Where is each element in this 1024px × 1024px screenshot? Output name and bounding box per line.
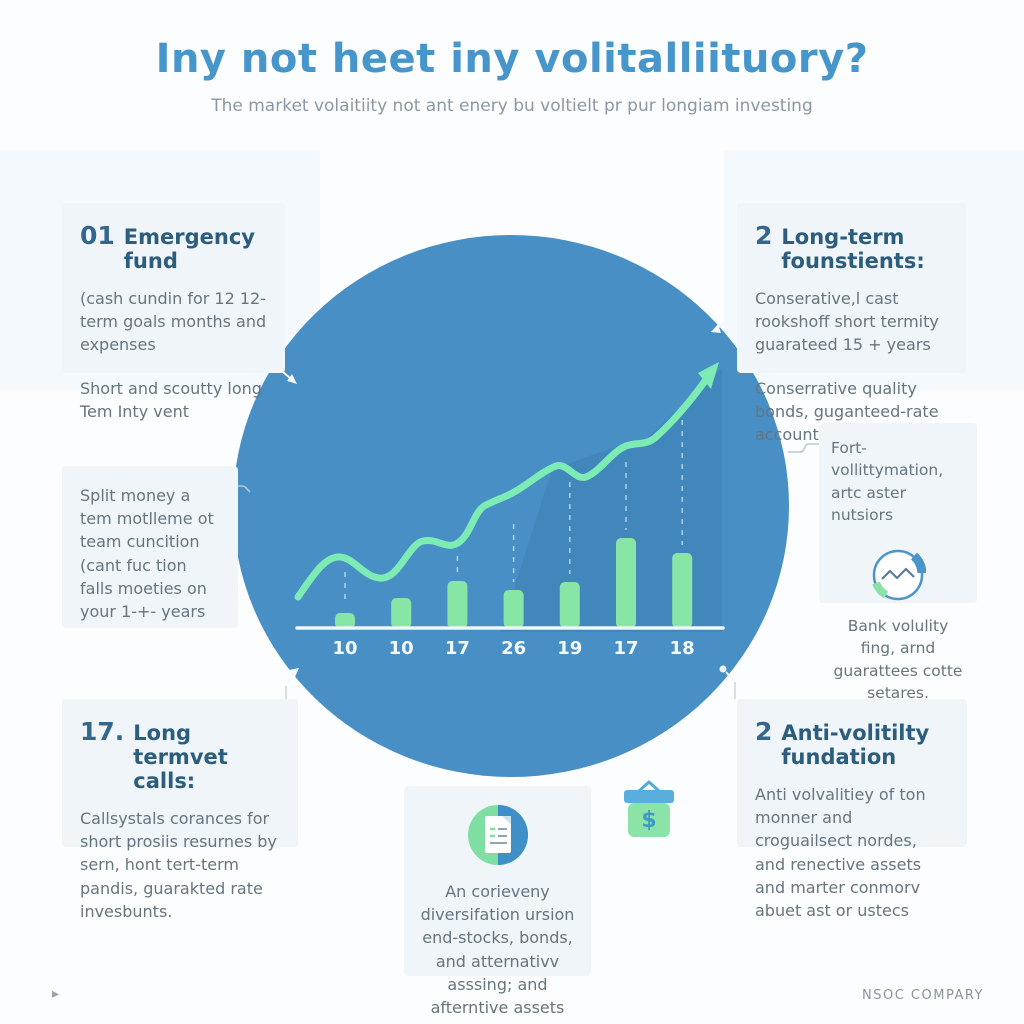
money-bag-icon: $ — [610, 778, 688, 848]
dollar-sign: $ — [641, 808, 656, 833]
dot-bottom-right — [719, 665, 727, 673]
x-axis-labels: 10 10 17 26 19 17 18 — [332, 638, 694, 659]
line-bottom-right — [725, 671, 734, 681]
x-tick-label: 18 — [670, 638, 695, 659]
bar-series — [335, 538, 693, 628]
box-volatility-note: Fort-vollittymation, artc aster nutsiors… — [819, 423, 977, 702]
document-icon — [414, 802, 581, 868]
box-emergency-fund: 01 Emergency fund (cash cundin for 12 12… — [62, 203, 285, 421]
box-heading: 2 Long-term founstients: — [755, 221, 948, 273]
connector-mid-right — [788, 443, 824, 453]
box-anti-volitilty-fundation: 2 Anti-volitilty fundation Anti volvalit… — [737, 699, 967, 920]
trend-area-fill — [500, 368, 722, 632]
company-name: NSOC COMPARY — [862, 988, 984, 1003]
step-number: 17. — [80, 717, 125, 746]
page-subtitle: The market volaitiity not ant enery bu v… — [211, 96, 813, 116]
box-connectors — [220, 443, 824, 493]
x-tick-label: 17 — [445, 638, 470, 659]
step-number: 2 — [755, 221, 773, 250]
box-heading: 2 Anti-volitilty fundation — [755, 717, 949, 769]
box-diversification: An corieveny diversifation ursion end-st… — [404, 786, 591, 1017]
box-long-term-founstients: 2 Long-term founstients: Conserative,l c… — [737, 203, 966, 444]
bar — [447, 581, 468, 628]
body-text: Split money a tem motlleme ot team cunci… — [80, 486, 214, 621]
heading-text: Emergency fund — [123, 225, 255, 273]
step-number: 01 — [80, 221, 115, 250]
arrow-top-right-head — [711, 324, 721, 333]
body-text: Conserrative quality bonds, guganteed-ra… — [755, 378, 939, 444]
x-tick-label: 10 — [389, 638, 414, 659]
box-heading: 17. Long termvet calls: — [80, 717, 280, 793]
heading-text: Anti-volitilty fundation — [781, 721, 930, 769]
cursor-glyph: ▸ — [52, 986, 60, 1002]
body-text: Bank volulity fing, arnd guarattees cott… — [833, 616, 963, 703]
bar — [672, 553, 693, 628]
bar — [335, 613, 355, 628]
body-text: Short and scoutty long Tem Inty vent — [80, 378, 262, 421]
trend-line — [294, 370, 714, 601]
bar — [503, 590, 524, 628]
x-tick-label: 17 — [613, 638, 638, 659]
body-text: (cash cundin for 12 12-term goals months… — [80, 289, 267, 355]
arrow-bottom-left-head — [289, 668, 299, 677]
dashed-droplines — [344, 420, 683, 605]
connector-mid-left — [220, 485, 251, 493]
body-text: Conserative,l cast rookshoff short termi… — [755, 289, 939, 355]
body-text: An corieveny diversifation ursion end-st… — [420, 882, 575, 1017]
header: Iny not heet iny volitalliituory? The ma… — [0, 36, 1024, 116]
box-split-money: Split money a tem motlleme ot team cunci… — [62, 466, 238, 628]
x-tick-label: 19 — [557, 638, 582, 659]
arrow-top-left-head — [287, 374, 297, 384]
heading-text: Long-term founstients: — [781, 225, 925, 273]
body-text: Anti volvalitiey of ton monner and crogu… — [755, 785, 926, 920]
heading-text: Long termvet calls: — [133, 721, 228, 793]
page-title: Iny not heet iny volitalliituory? — [155, 36, 869, 82]
trend-arrow-head — [698, 362, 719, 389]
x-tick-label: 26 — [501, 638, 526, 659]
body-text: Fort-vollittymation, artc aster nutsiors — [831, 439, 944, 525]
volatility-chart-icon — [831, 547, 965, 603]
x-tick-label: 10 — [332, 638, 357, 659]
body-text: Callsystals corances for short prosiis r… — [80, 809, 277, 921]
box-heading: 01 Emergency fund — [80, 221, 267, 273]
big-circle — [233, 235, 789, 777]
bar — [616, 538, 636, 628]
bar — [391, 598, 412, 628]
box-long-termvet-calls: 17. Long termvet calls: Callsystals cora… — [62, 699, 298, 921]
bar — [559, 582, 580, 628]
step-number: 2 — [755, 717, 773, 746]
